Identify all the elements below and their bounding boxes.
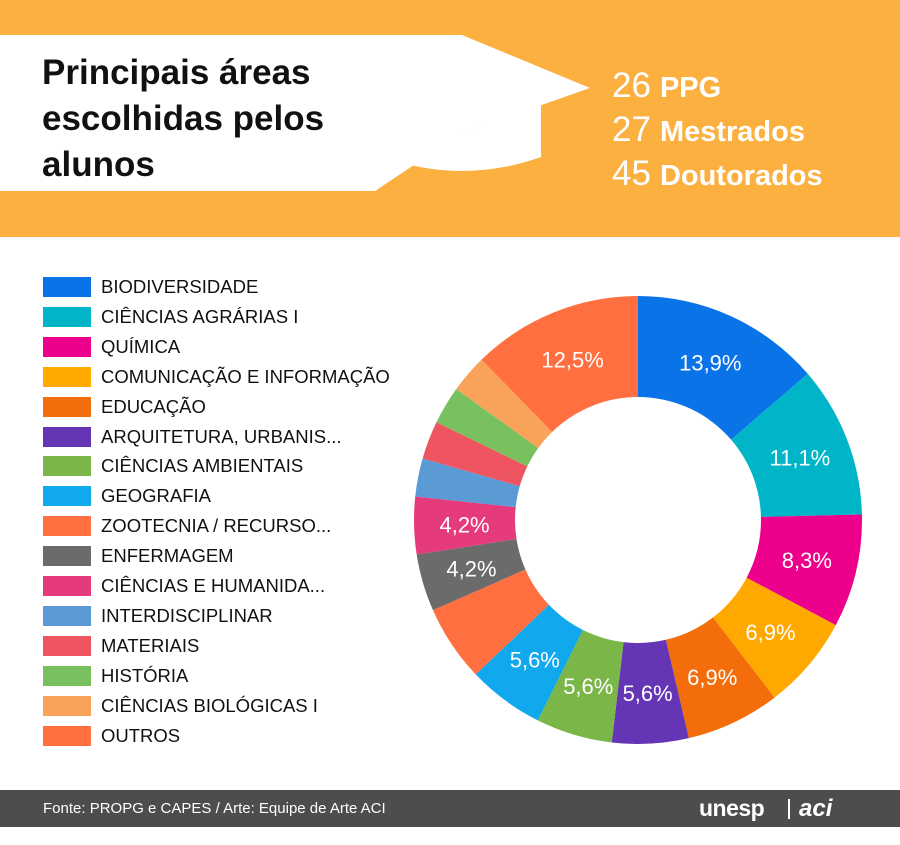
stats-block: 26 PPG 27 Mestrados 45 Doutorados [612,64,823,196]
legend-swatch [43,605,91,626]
data-label: 8,3% [782,548,832,573]
legend-label: CIÊNCIAS AGRÁRIAS I [101,305,299,327]
legend-swatch [43,546,91,567]
stat-doutorados: 45 Doutorados [612,152,823,196]
legend-swatch [43,576,91,596]
legend-label: ENFERMAGEM [101,545,234,567]
legend-swatch [43,366,91,387]
legend-swatch [43,277,91,297]
graduation-cap-icon [0,35,590,191]
title-panel-shape [0,35,590,191]
legend-swatch [43,336,91,357]
legend-label: GEOGRAFIA [101,485,211,507]
stat-mestrados: 27 Mestrados [612,108,823,152]
legend-label: INTERDISCIPLINAR [101,604,273,626]
donut-slice [415,458,520,508]
donut-slice [638,296,808,440]
source-credit: Fonte: PROPG e CAPES / Arte: Equipe de A… [43,800,386,817]
title-line: Principais áreas [42,53,311,92]
legend-swatch [43,396,91,417]
unesp-logo: unesp [699,795,765,821]
legend-swatch [43,426,91,447]
legend-label: OUTROS [101,724,181,746]
stat-number: 45 [612,154,651,193]
legend-label: COMUNICAÇÃO E INFORMAÇÃO [101,365,390,387]
legend-swatch [43,725,91,746]
donut-slice [422,422,528,487]
header-band: Principais áreas escolhidas pelos alunos… [0,0,900,237]
stat-number: 26 [612,66,651,105]
donut-slice [432,569,549,675]
stat-label: Doutorados [659,160,823,192]
legend-swatch [43,456,91,477]
legend-label: QUÍMICA [101,335,181,357]
data-label: 13,9% [679,350,741,375]
page-title: Principais áreas escolhidas pelos alunos [42,50,372,188]
data-label: 6,9% [745,620,795,645]
legend-label: EDUCAÇÃO [101,395,206,417]
donut-slice [537,630,624,743]
legend-swatch [43,516,91,537]
stat-ppg: 26 PPG [612,64,823,108]
legend-label: BIODIVERSIDADE [101,276,259,297]
donut-slice [746,514,862,626]
legend-swatch [43,486,91,507]
cap-tassel [369,153,377,161]
data-label: 12,5% [541,347,603,372]
legend-label: CIÊNCIAS AMBIENTAIS [101,455,304,477]
title-line: escolhidas pelos [42,99,325,138]
donut-slice [665,617,775,739]
data-label: 4,2% [446,557,496,582]
donut-slice [481,296,638,432]
data-label: 11,1% [770,446,831,471]
donut-slice [456,359,553,449]
legend-label: MATERIAIS [101,634,200,656]
title-line: alunos [42,145,155,184]
legend-label: HISTÓRIA [101,664,189,686]
stat-number: 27 [612,110,651,149]
donut-slice [414,496,517,555]
legend-swatch [43,695,91,716]
data-label: 5,6% [623,681,673,706]
donut-slice [436,389,539,467]
donut-slice [416,538,526,611]
legend-label: ZOOTECNIA / RECURSO... [101,515,332,537]
stat-label: PPG [659,72,722,104]
stat-label: Mestrados [659,116,805,148]
donut-slice [731,373,862,517]
legend-swatch [43,306,91,327]
data-label: 5,6% [563,674,613,699]
legend-swatch [43,635,91,656]
data-label: 4,2% [439,512,489,537]
donut-slice [475,604,583,721]
cap-base [383,104,541,171]
footer-bar: Fonte: PROPG e CAPES / Arte: Equipe de A… [0,790,900,827]
donut-slice [712,577,836,698]
legend-label: CIÊNCIAS E HUMANIDA... [101,575,326,596]
aci-logo: aci [799,795,833,822]
donut-slice [611,639,689,745]
data-label: 5,6% [510,647,560,672]
logo-divider [788,799,790,819]
data-label: 6,9% [687,665,737,690]
legend-swatch [43,665,91,686]
legend-label: CIÊNCIAS BIOLÓGICAS I [101,694,318,716]
legend-label: ARQUITETURA, URBANIS... [101,425,342,447]
